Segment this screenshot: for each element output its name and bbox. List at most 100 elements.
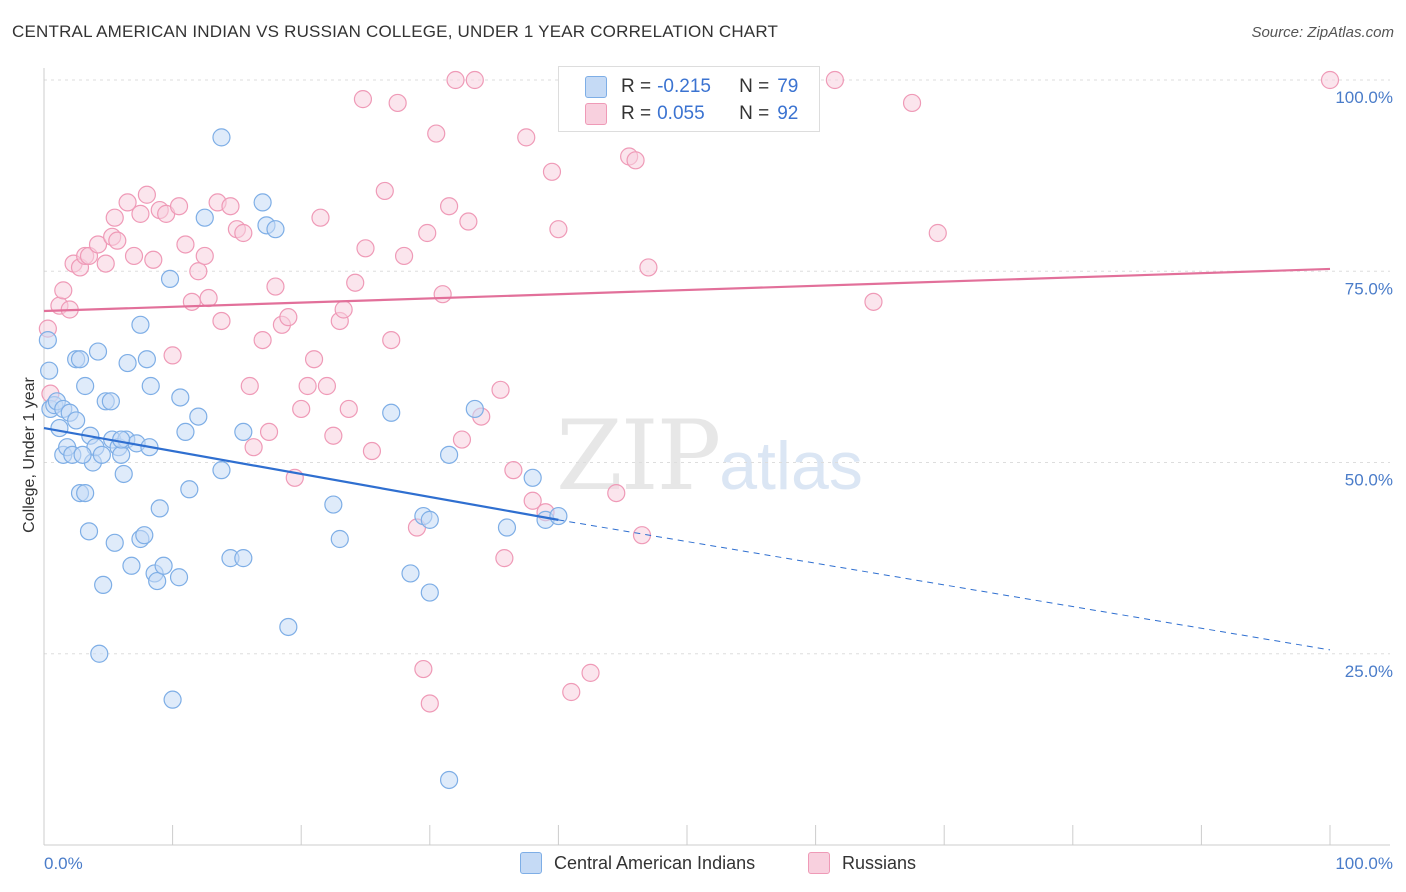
- central-american-indians-points: [38, 128, 568, 790]
- data-point: [523, 468, 542, 487]
- data-point: [79, 522, 99, 541]
- data-point: [452, 430, 472, 449]
- data-point: [298, 376, 317, 396]
- data-point: [154, 556, 173, 575]
- data-point: [163, 346, 182, 365]
- data-point: [388, 93, 407, 113]
- data-point: [375, 181, 394, 201]
- x-tick-label: 0.0%: [44, 854, 83, 873]
- data-point: [199, 288, 218, 308]
- data-point: [234, 549, 253, 568]
- watermark-atlas: atlas: [719, 428, 863, 504]
- data-point: [92, 445, 111, 464]
- data-point: [439, 445, 459, 464]
- data-point: [105, 533, 124, 552]
- y-tick-label: 25.0%: [1345, 662, 1393, 681]
- data-point: [169, 568, 189, 587]
- data-point: [346, 273, 365, 292]
- data-point: [279, 308, 298, 327]
- data-point: [73, 445, 92, 464]
- data-point: [137, 350, 156, 369]
- data-point: [54, 281, 73, 300]
- data-point: [401, 564, 420, 583]
- data-point: [189, 262, 208, 281]
- data-point: [163, 690, 182, 709]
- x-tick-label: 100.0%: [1335, 854, 1393, 873]
- legend-item-central-american-indians: Central American Indians: [520, 852, 755, 874]
- data-point: [240, 376, 259, 396]
- data-point: [495, 549, 514, 568]
- data-point: [124, 246, 144, 266]
- data-point: [279, 617, 298, 637]
- data-point: [76, 376, 95, 396]
- data-point: [212, 311, 231, 331]
- data-point: [90, 644, 109, 663]
- data-point: [67, 411, 86, 430]
- data-point: [465, 70, 484, 90]
- data-point: [420, 583, 439, 602]
- data-point: [118, 353, 137, 373]
- data-point: [439, 197, 459, 216]
- grid-lines: [44, 79, 1390, 655]
- legend-swatch-pink: [808, 852, 830, 874]
- axes: [43, 68, 1390, 846]
- data-point: [562, 682, 581, 702]
- data-point: [195, 246, 214, 266]
- legend-n-label: N =: [739, 103, 770, 124]
- data-point: [362, 441, 382, 461]
- data-point: [420, 510, 439, 529]
- russians-points: [38, 70, 1340, 713]
- trend-line-russians: [43, 267, 1331, 313]
- trend-line-central-american-indians: [43, 426, 559, 521]
- legend-r-value: 0.055: [657, 103, 705, 124]
- data-point: [626, 151, 645, 170]
- data-point: [324, 426, 343, 445]
- y-axis-label: College, Under 1 year: [21, 377, 38, 533]
- watermark-zip: ZIP: [556, 400, 721, 512]
- data-point: [112, 445, 131, 464]
- legend-r-label: R =: [621, 103, 652, 124]
- data-point: [639, 258, 658, 277]
- data-point: [259, 422, 279, 441]
- data-point: [330, 529, 349, 549]
- data-point: [212, 128, 231, 147]
- data-point: [244, 438, 263, 457]
- data-point: [928, 223, 947, 243]
- data-point: [324, 495, 343, 514]
- series-legend: Central American Indians Russians: [0, 852, 1406, 878]
- data-point: [50, 418, 69, 438]
- data-point: [122, 556, 141, 575]
- data-point: [420, 694, 439, 713]
- legend-swatch-blue: [520, 852, 542, 874]
- data-point: [253, 331, 272, 350]
- data-point: [334, 300, 353, 319]
- data-point: [88, 342, 108, 361]
- data-point: [105, 208, 124, 227]
- data-point: [864, 292, 883, 311]
- legend-swatch-pink: [585, 103, 607, 125]
- data-point: [382, 403, 401, 422]
- legend-n-value: 79: [777, 76, 799, 97]
- data-point: [1320, 70, 1340, 90]
- chart-source: Source: ZipAtlas.com: [1251, 24, 1394, 41]
- data-point: [40, 361, 59, 380]
- legend-swatch-blue: [585, 76, 607, 98]
- data-point: [427, 124, 446, 143]
- data-point: [137, 185, 156, 204]
- stats-legend: R = -0.215 N = 79 R = 0.055 N = 92: [558, 66, 820, 132]
- data-point: [902, 93, 922, 113]
- data-point: [581, 663, 600, 682]
- data-point: [169, 197, 189, 216]
- data-point: [353, 90, 373, 109]
- data-point: [70, 350, 90, 369]
- trend-line-extension: [558, 519, 1331, 651]
- data-point: [148, 571, 167, 591]
- trend-lines: [43, 267, 1331, 651]
- legend-r-value: -0.215: [657, 76, 711, 97]
- data-point: [176, 235, 195, 254]
- data-point: [266, 277, 285, 296]
- data-point: [176, 422, 195, 441]
- data-point: [234, 223, 253, 243]
- data-point: [304, 350, 324, 369]
